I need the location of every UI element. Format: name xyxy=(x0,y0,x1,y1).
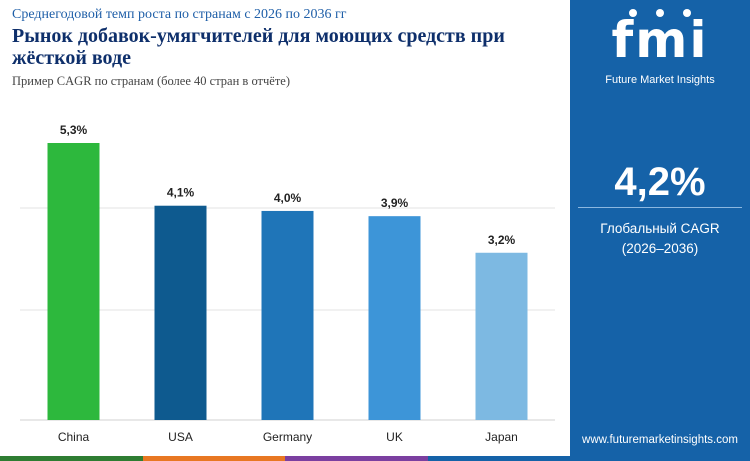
globe-dots-icon xyxy=(629,9,691,17)
x-tick-label: China xyxy=(58,430,90,444)
x-tick-label: Japan xyxy=(485,430,518,444)
data-label: 4,1% xyxy=(167,186,195,200)
logo-wordmark: fmi xyxy=(611,11,709,69)
divider xyxy=(578,207,742,208)
bottom-bar-segment xyxy=(427,456,570,461)
x-tick-label: USA xyxy=(168,430,193,444)
bar xyxy=(261,210,314,420)
chart-subtitle: Среднегодовой темп роста по странам с 20… xyxy=(12,7,347,22)
global-cagr-label: Глобальный CAGR xyxy=(600,221,720,236)
logo-tagline: Future Market Insights xyxy=(605,74,715,86)
bar-chart: 5,3% China 4,1% USA 4,0% Germany 3,9% UK 3,2% Jap… xyxy=(20,123,555,444)
global-cagr-period: (2026–2036) xyxy=(621,241,699,256)
data-label: 3,2% xyxy=(488,233,516,247)
bottom-bar-segment xyxy=(0,456,143,461)
global-cagr-value: 4,2% xyxy=(614,160,706,204)
chart-note: Пример CAGR по странам (более 40 стран в… xyxy=(12,74,291,88)
bottom-bar-segment xyxy=(285,456,428,461)
chart-header: Среднегодовой темп роста по странам с 20… xyxy=(12,6,557,89)
data-label: 5,3% xyxy=(60,123,88,137)
data-label: 4,0% xyxy=(274,191,302,205)
bar xyxy=(368,216,421,420)
website-link[interactable]: www.futuremarketinsights.com xyxy=(582,434,738,446)
sidebar-panel: fmi Future Market Insights 4,2% Глобальн… xyxy=(570,0,750,461)
x-tick-label: UK xyxy=(386,430,403,444)
bar xyxy=(47,143,100,420)
bottom-bar-segment xyxy=(142,456,285,461)
data-label: 3,9% xyxy=(381,196,409,210)
bar xyxy=(154,205,207,420)
bar xyxy=(475,252,528,420)
global-cagr-caption: Глобальный CAGR (2026–2036) xyxy=(570,219,750,259)
chart-title: Рынок добавок-умягчителей для моющих сре… xyxy=(12,25,505,69)
x-tick-label: Germany xyxy=(263,430,312,444)
bottom-color-bar xyxy=(0,456,570,461)
